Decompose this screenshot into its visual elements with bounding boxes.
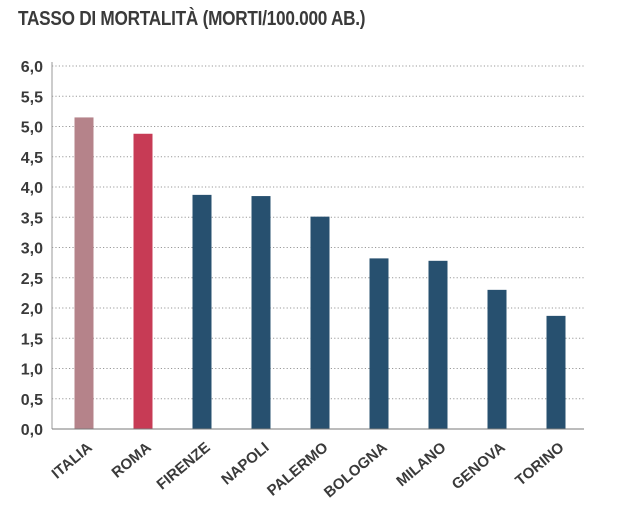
y-tick-label: 0,0 <box>21 422 43 439</box>
bar-italia <box>74 117 94 430</box>
bar-bologna <box>369 258 389 429</box>
bar-milano <box>428 260 448 429</box>
bar-palermo <box>310 216 330 429</box>
x-tick-label: FIRENZE <box>153 439 213 493</box>
y-tick-label: 5,0 <box>21 120 43 137</box>
y-tick-label: 3,5 <box>21 210 43 227</box>
y-tick-label: 1,0 <box>21 362 43 379</box>
y-tick-label: 2,0 <box>21 301 43 318</box>
x-tick-label: NAPOLI <box>218 439 272 488</box>
x-tick-label: BOLOGNA <box>321 439 391 501</box>
x-tick-label: ROMA <box>109 439 155 482</box>
bar-firenze <box>192 194 212 429</box>
y-tick-label: 4,5 <box>21 150 43 167</box>
y-tick-label: 3,0 <box>21 241 43 258</box>
y-axis: 0,0 0,5 1,0 1,5 2,0 2,5 3,0 3,5 4,0 4,5 5,0 5,5 6,0 <box>21 59 53 439</box>
bar-roma <box>133 133 153 429</box>
x-tick-label: MILANO <box>393 439 449 490</box>
chart-title: TASSO DI MORTALITÀ (MORTI/100.000 AB.) <box>18 8 366 30</box>
bar-genova <box>487 289 507 429</box>
x-tick-label: ITALIA <box>48 439 95 482</box>
y-tick-label: 5,5 <box>21 89 43 106</box>
y-tick-label: 6,0 <box>21 59 43 76</box>
bar-torino <box>546 315 566 429</box>
y-tick-label: 2,5 <box>21 271 43 288</box>
bar-napoli <box>251 196 271 429</box>
y-tick-label: 4,0 <box>21 180 43 197</box>
y-tick-label: 1,5 <box>21 331 43 348</box>
bars <box>74 117 566 430</box>
x-tick-label: GENOVA <box>449 439 509 493</box>
y-tick-label: 0,5 <box>21 392 43 409</box>
x-tick-label: TORINO <box>512 439 568 490</box>
